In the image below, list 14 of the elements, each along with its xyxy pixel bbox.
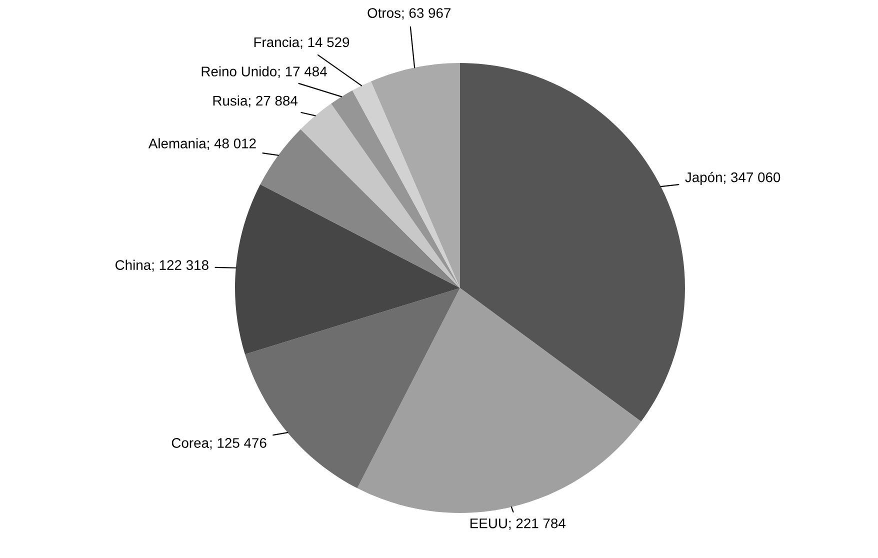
slice-label: Reino Unido; 17 484: [202, 66, 327, 78]
pie-slice: [235, 184, 460, 354]
pie-slice: [260, 129, 460, 288]
slice-label: Francia; 14 529: [254, 36, 350, 49]
slice-label: Japón; 347 060: [685, 172, 780, 185]
pie-slice: [244, 288, 460, 488]
slice-label: Corea; 125 476: [172, 438, 266, 450]
slice-label: Otros; 63 967: [368, 8, 451, 20]
slice-label: Rusia; 27 884: [213, 95, 298, 108]
slice-label: EEUU; 221 784: [470, 518, 566, 530]
pie-slice: [331, 90, 460, 288]
slice-label: Alemania; 48 012: [148, 138, 256, 150]
pie-slice: [460, 63, 685, 422]
slice-label: China; 122 318: [116, 260, 208, 272]
